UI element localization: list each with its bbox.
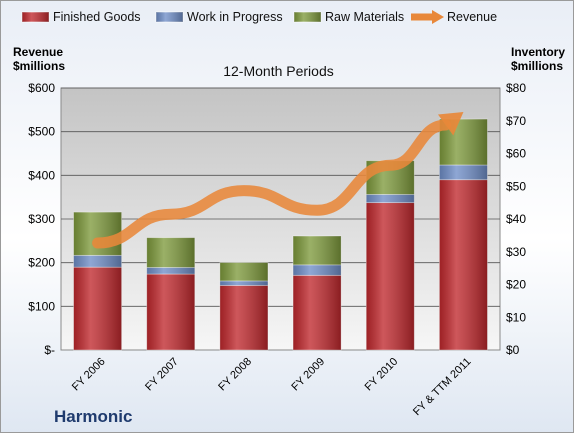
right-tick-label: $10 [506,310,526,324]
right-tick-label: $0 [506,343,520,357]
bar-shade [366,202,415,350]
category-label: FY 2008 [216,356,254,394]
category-label: FY 2007 [143,356,181,394]
legend-label: Work in Progress [187,10,283,24]
right-tick-label: $20 [506,278,526,292]
left-tick-label: $500 [28,125,55,139]
left-axis-title: Revenue [13,45,63,59]
bar-shade [146,274,195,350]
right-tick-label: $50 [506,179,526,193]
bar-shade [73,267,122,350]
revenue-arrowhead [437,112,464,136]
category-label: FY 2009 [289,356,327,394]
left-tick-label: $200 [28,256,55,270]
bar-shade [146,237,195,268]
right-axis-title-unit: $millions [511,59,563,73]
left-tick-label: $400 [28,168,55,182]
right-tick-label: $30 [506,245,526,259]
left-axis-title-unit: $millions [13,59,65,73]
bar-shade [73,255,122,268]
legend-swatch-shade [294,12,321,22]
legend-label: Revenue [447,10,497,24]
bar-shade [293,236,342,265]
legend-label: Finished Goods [53,10,141,24]
right-axis-title: Inventory [511,45,565,59]
right-tick-label: $60 [506,147,526,161]
category-label: FY & TTM 2011 [411,356,474,419]
bar-shade [146,267,195,275]
legend-swatch-shade [156,12,183,22]
chart-subtitle: 12-Month Periods [223,63,334,79]
left-tick-label: $- [44,343,55,357]
legend-swatch-shade [22,12,49,22]
company-name: Harmonic [54,407,132,426]
right-tick-label: $80 [506,81,526,95]
bar-shade [219,280,268,286]
bar-shade [219,262,268,281]
category-label: FY 2010 [363,356,401,394]
revenue-line [92,119,452,249]
category-label: FY 2006 [70,356,108,394]
legend-label: Raw Materials [325,10,404,24]
bar-shade [219,285,268,350]
legend-arrowhead [432,10,444,24]
right-tick-label: $70 [506,114,526,128]
bar-shade [293,264,342,276]
bar-shade [293,275,342,350]
left-tick-label: $100 [28,299,55,313]
left-tick-label: $300 [28,212,55,226]
bar-shade [366,194,415,203]
left-tick-label: $600 [28,81,55,95]
bar-shade [439,164,488,180]
right-tick-label: $40 [506,212,526,226]
bar-shade [439,179,488,350]
bar-shade [73,212,122,256]
